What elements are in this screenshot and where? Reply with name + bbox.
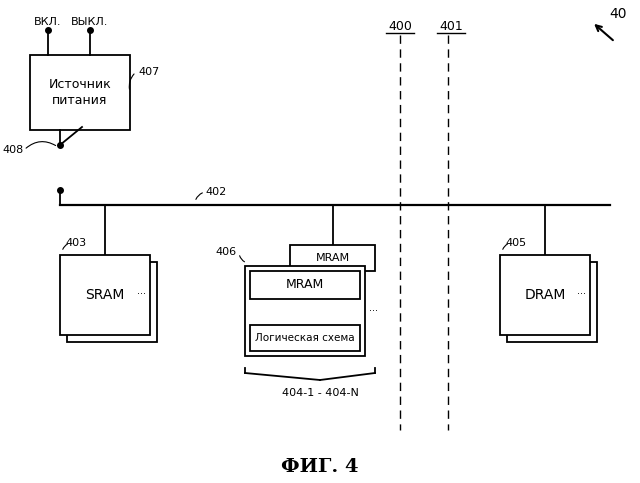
Text: SRAM: SRAM: [85, 288, 125, 302]
FancyBboxPatch shape: [250, 271, 360, 299]
Text: 408: 408: [3, 145, 24, 155]
Text: Логическая схема: Логическая схема: [255, 333, 355, 343]
FancyBboxPatch shape: [245, 266, 365, 356]
FancyBboxPatch shape: [60, 255, 150, 335]
FancyBboxPatch shape: [500, 255, 590, 335]
Text: 404-1 - 404-N: 404-1 - 404-N: [282, 388, 358, 398]
Text: 401: 401: [439, 20, 463, 33]
Text: 407: 407: [138, 67, 159, 77]
Text: 403: 403: [65, 238, 86, 248]
FancyBboxPatch shape: [507, 262, 597, 342]
Text: 405: 405: [505, 238, 526, 248]
Text: ...: ...: [577, 286, 586, 296]
Text: ...: ...: [138, 286, 147, 296]
Text: 406: 406: [216, 247, 237, 257]
Text: 402: 402: [205, 187, 227, 197]
Text: ФИГ. 4: ФИГ. 4: [281, 458, 359, 476]
Text: ...: ...: [369, 303, 378, 313]
FancyBboxPatch shape: [290, 245, 375, 271]
Text: MRAM: MRAM: [286, 279, 324, 292]
FancyBboxPatch shape: [67, 262, 157, 342]
FancyBboxPatch shape: [30, 55, 130, 130]
Text: ВКЛ.: ВКЛ.: [35, 17, 61, 27]
Text: ВЫКЛ.: ВЫКЛ.: [71, 17, 109, 27]
Text: 40: 40: [609, 7, 627, 21]
FancyBboxPatch shape: [250, 325, 360, 351]
Text: Источник
питания: Источник питания: [49, 79, 111, 106]
Text: MRAM: MRAM: [316, 253, 349, 263]
Text: 400: 400: [388, 20, 412, 33]
Text: DRAM: DRAM: [524, 288, 566, 302]
